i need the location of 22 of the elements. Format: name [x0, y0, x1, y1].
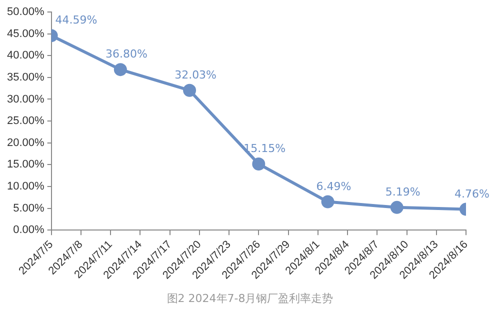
data-label: 32.03%: [174, 68, 217, 82]
y-tick-label: 35.00%: [6, 71, 45, 84]
y-tick-label: 40.00%: [6, 50, 45, 62]
y-tick-label: 10.00%: [6, 180, 45, 192]
y-tick-label: 50.00%: [6, 6, 45, 18]
y-tick-label: 25.00%: [6, 115, 45, 128]
y-tick-label: 30.00%: [6, 93, 45, 106]
data-label: 5.19%: [385, 185, 420, 198]
point: [390, 200, 404, 214]
y-tick-label: 45.00%: [6, 28, 45, 40]
point: [183, 84, 196, 97]
caption: 图2 2024年7-8月钢厂盈利率走势: [166, 291, 334, 306]
y-tick-label: 5.00%: [13, 202, 45, 214]
point: [252, 157, 266, 170]
data-label: 6.49%: [316, 180, 352, 193]
y-tick-label: 20.00%: [6, 136, 45, 149]
y-tick-label: 0.00%: [13, 224, 45, 236]
data-label: 36.80%: [105, 48, 148, 61]
point: [321, 195, 334, 208]
data-label: 44.59%: [55, 14, 98, 27]
data-label: 4.76%: [454, 187, 490, 200]
y-tick-label: 15.00%: [6, 158, 45, 171]
